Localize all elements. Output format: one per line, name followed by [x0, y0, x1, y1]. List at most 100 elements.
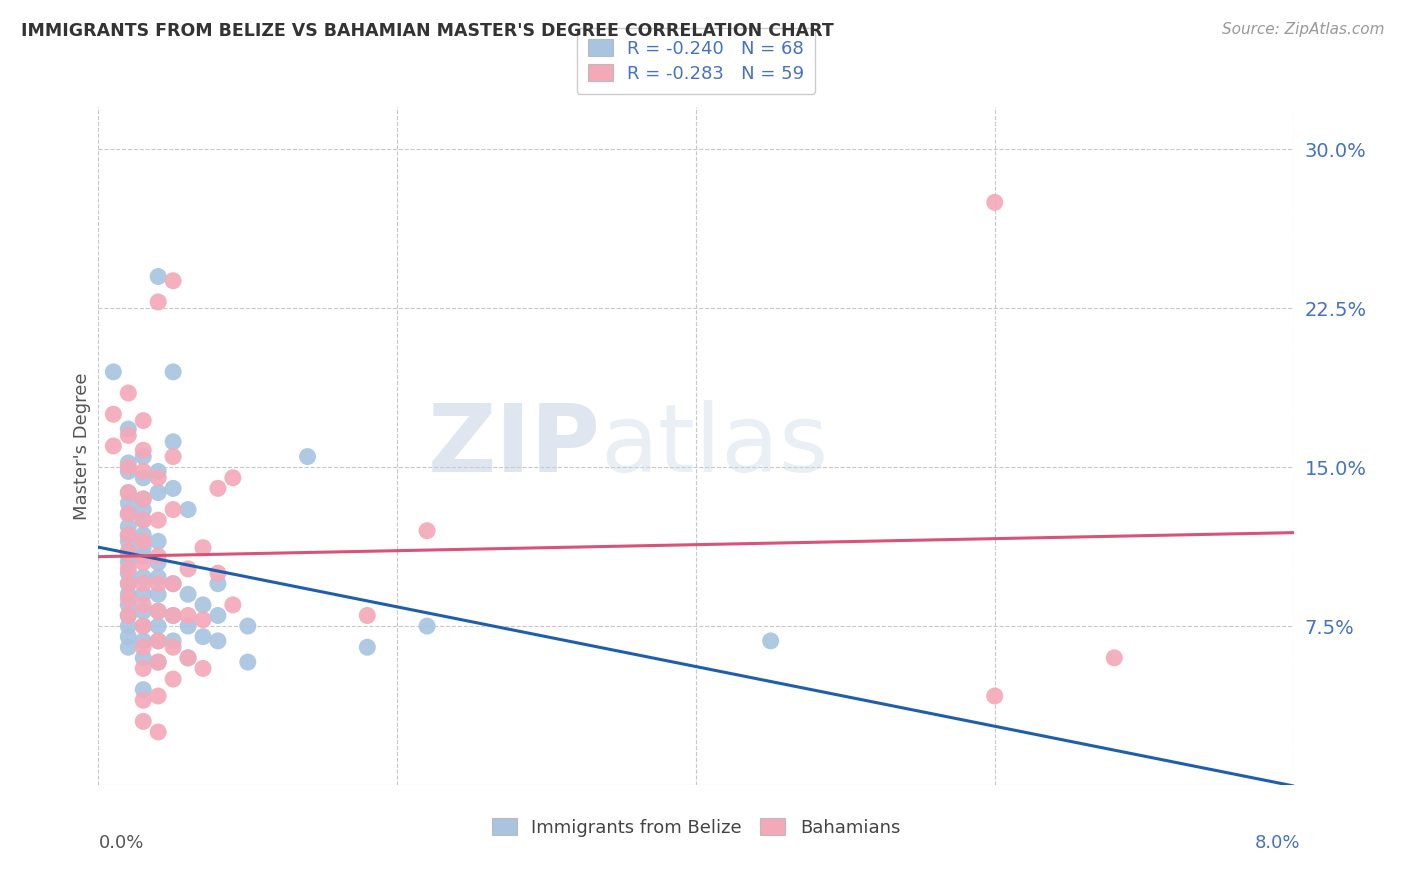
Point	[177, 619, 200, 633]
Point	[148, 471, 170, 485]
Point	[162, 274, 184, 288]
Point	[148, 485, 170, 500]
Point	[162, 434, 184, 449]
Point	[117, 591, 139, 606]
Point	[132, 541, 155, 555]
Point	[207, 566, 229, 581]
Point	[416, 524, 439, 538]
Point	[132, 491, 155, 506]
Point	[177, 608, 200, 623]
Point	[207, 633, 229, 648]
Y-axis label: Master's Degree: Master's Degree	[73, 372, 91, 520]
Point	[984, 195, 1007, 210]
Point	[207, 576, 229, 591]
Point	[222, 598, 245, 612]
Point	[162, 640, 184, 655]
Point	[162, 608, 184, 623]
Point	[148, 725, 170, 739]
Point	[132, 604, 155, 618]
Point	[117, 598, 139, 612]
Point	[117, 566, 139, 581]
Point	[148, 513, 170, 527]
Point	[117, 485, 139, 500]
Point	[117, 507, 139, 521]
Point	[148, 534, 170, 549]
Point	[132, 471, 155, 485]
Point	[162, 672, 184, 686]
Point	[162, 576, 184, 591]
Point	[148, 576, 170, 591]
Point	[177, 587, 200, 601]
Point	[103, 407, 125, 421]
Point	[236, 655, 259, 669]
Point	[132, 619, 155, 633]
Point	[117, 640, 139, 655]
Point	[416, 619, 439, 633]
Point	[148, 556, 170, 570]
Point	[162, 608, 184, 623]
Point	[148, 655, 170, 669]
Text: 0.0%: 0.0%	[98, 834, 143, 852]
Point	[191, 613, 214, 627]
Point	[191, 598, 214, 612]
Point	[132, 693, 155, 707]
Legend: Immigrants from Belize, Bahamians: Immigrants from Belize, Bahamians	[485, 811, 907, 844]
Point	[162, 365, 184, 379]
Text: Source: ZipAtlas.com: Source: ZipAtlas.com	[1222, 22, 1385, 37]
Point	[222, 471, 245, 485]
Text: IMMIGRANTS FROM BELIZE VS BAHAMIAN MASTER'S DEGREE CORRELATION CHART: IMMIGRANTS FROM BELIZE VS BAHAMIAN MASTE…	[21, 22, 834, 40]
Point	[148, 294, 170, 310]
Point	[177, 651, 200, 665]
Point	[117, 619, 139, 633]
Point	[132, 513, 155, 527]
Point	[162, 502, 184, 516]
Point	[207, 482, 229, 496]
Point	[148, 619, 170, 633]
Point	[162, 576, 184, 591]
Point	[132, 513, 155, 527]
Point	[132, 714, 155, 729]
Point	[117, 556, 139, 570]
Point	[132, 528, 155, 542]
Point	[103, 365, 125, 379]
Point	[148, 655, 170, 669]
Point	[117, 496, 139, 510]
Point	[132, 549, 155, 564]
Point	[117, 534, 139, 549]
Point	[148, 549, 170, 564]
Point	[148, 633, 170, 648]
Point	[132, 534, 155, 549]
Point	[117, 422, 139, 436]
Point	[297, 450, 319, 464]
Text: ZIP: ZIP	[427, 400, 600, 492]
Point	[117, 428, 139, 442]
Point	[356, 640, 378, 655]
Point	[132, 443, 155, 458]
Point	[132, 651, 155, 665]
Point	[191, 541, 214, 555]
Point	[148, 587, 170, 601]
Point	[148, 570, 170, 584]
Point	[236, 619, 259, 633]
Point	[148, 269, 170, 284]
Point	[759, 633, 782, 648]
Point	[117, 528, 139, 542]
Point	[191, 630, 214, 644]
Point	[117, 608, 139, 623]
Point	[177, 651, 200, 665]
Point	[132, 661, 155, 675]
Text: 8.0%: 8.0%	[1256, 834, 1301, 852]
Point	[117, 519, 139, 533]
Point	[132, 576, 155, 591]
Point	[117, 630, 139, 644]
Point	[117, 562, 139, 576]
Point	[162, 482, 184, 496]
Point	[132, 682, 155, 697]
Point	[132, 598, 155, 612]
Point	[148, 689, 170, 703]
Point	[132, 619, 155, 633]
Text: atlas: atlas	[600, 400, 828, 492]
Point	[117, 386, 139, 401]
Point	[132, 491, 155, 506]
Point	[117, 587, 139, 601]
